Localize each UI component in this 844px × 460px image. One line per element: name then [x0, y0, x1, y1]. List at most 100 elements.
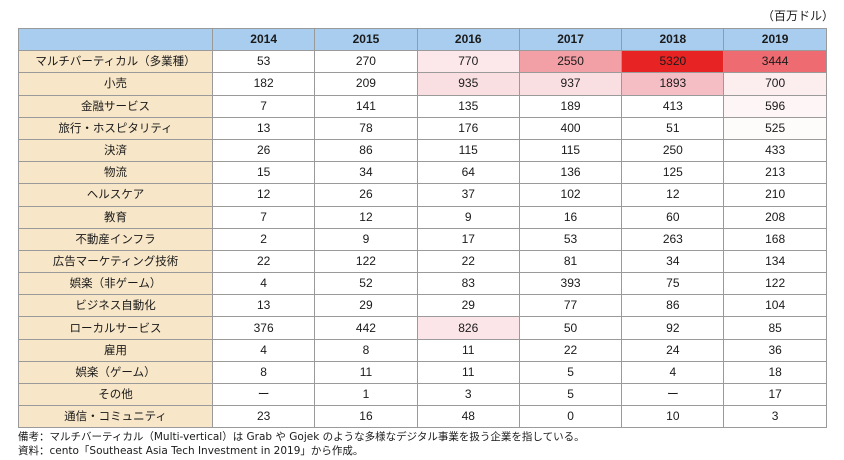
value-cell: 250: [621, 138, 725, 163]
value-cell: 168: [723, 227, 827, 251]
value-cell: 5320: [621, 50, 725, 74]
value-cell: 5: [518, 382, 623, 407]
value-cell: 29: [416, 294, 520, 318]
value-cell: 8: [211, 360, 316, 385]
category-cell: 旅行・ホスピタリティ: [18, 116, 213, 140]
table-row: 旅行・ホスピタリティ 13 78 176 400 51 525: [18, 116, 827, 140]
value-cell: 770: [416, 50, 520, 74]
year-header: 2015: [314, 27, 418, 52]
category-cell: 雇用: [18, 338, 213, 362]
table-row: 教育 7 12 9 16 60 208: [18, 205, 827, 229]
value-cell: 115: [518, 138, 623, 163]
value-cell: 122: [723, 272, 827, 296]
value-cell: 7: [211, 94, 316, 118]
value-cell: 11: [314, 360, 418, 385]
value-cell: 376: [211, 316, 316, 340]
value-cell: 393: [518, 272, 623, 296]
category-cell: 決済: [18, 138, 213, 163]
category-cell: 娯楽（ゲーム）: [18, 360, 213, 385]
value-cell: 64: [416, 161, 520, 185]
value-cell: 26: [211, 138, 316, 163]
value-cell: 136: [518, 161, 623, 185]
value-cell: 208: [723, 205, 827, 229]
value-cell: 16: [518, 205, 623, 229]
value-cell: 9: [314, 227, 418, 251]
value-cell: 8: [314, 338, 418, 362]
table-row: ビジネス自動化 13 29 29 77 86 104: [18, 294, 827, 318]
value-cell: 13: [211, 116, 316, 140]
value-cell: 5: [518, 360, 623, 385]
value-cell: 24: [621, 338, 725, 362]
value-cell: 135: [416, 94, 520, 118]
table-row: 通信・コミュニティ 23 16 48 0 10 3: [18, 405, 827, 429]
value-cell: 2: [211, 227, 316, 251]
value-cell: 77: [518, 294, 623, 318]
table-row: 広告マーケティング技術 22 122 22 81 34 134: [18, 249, 827, 274]
category-cell: ヘルスケア: [18, 183, 213, 207]
value-cell: 23: [211, 405, 316, 429]
value-cell: 141: [314, 94, 418, 118]
investment-heatmap-table: 2014 2015 2016 2017 2018 2019 マルチバーティカル（…: [18, 27, 827, 429]
value-cell: 22: [518, 338, 623, 362]
value-cell: 3444: [723, 50, 827, 74]
notes: 備考：マルチバーティカル（Multi-vertical）は Grab や Goj…: [18, 430, 585, 458]
value-cell: 433: [723, 138, 827, 163]
header-corner-cell: [18, 27, 213, 52]
value-cell: 83: [416, 272, 520, 296]
value-cell: 413: [621, 94, 725, 118]
value-cell: 4: [621, 360, 725, 385]
value-cell: 125: [621, 161, 725, 185]
value-cell: 3: [723, 405, 827, 429]
value-cell: 115: [416, 138, 520, 163]
table-row: 不動産インフラ 2 9 17 53 263 168: [18, 227, 827, 251]
value-cell: 60: [621, 205, 725, 229]
value-cell: 176: [416, 116, 520, 140]
value-cell: 26: [314, 183, 418, 207]
year-header: 2016: [416, 27, 520, 52]
value-cell: 9: [416, 205, 520, 229]
value-cell: 51: [621, 116, 725, 140]
value-cell: 17: [723, 382, 827, 407]
value-cell: 209: [314, 72, 418, 96]
value-cell: 13: [211, 294, 316, 318]
value-cell: 85: [723, 316, 827, 340]
category-cell: 不動産インフラ: [18, 227, 213, 251]
category-cell: 娯楽（非ゲーム）: [18, 272, 213, 296]
value-cell: 10: [621, 405, 725, 429]
value-cell: 102: [518, 183, 623, 207]
value-cell: 37: [416, 183, 520, 207]
value-cell: 826: [416, 316, 520, 340]
year-header: 2019: [723, 27, 827, 52]
table-row: 小売 182 209 935 937 1893 700: [18, 72, 827, 96]
category-cell: マルチバーティカル（多業種）: [18, 50, 213, 74]
value-cell: 81: [518, 249, 623, 274]
table-row: 雇用 4 8 11 22 24 36: [18, 338, 827, 362]
table-row: ローカルサービス 376 442 826 50 92 85: [18, 316, 827, 340]
category-cell: 広告マーケティング技術: [18, 249, 213, 274]
category-cell: 通信・コミュニティ: [18, 405, 213, 429]
table-row: マルチバーティカル（多業種） 53 270 770 2550 5320 3444: [18, 50, 827, 74]
value-cell: 12: [314, 205, 418, 229]
table-row: 娯楽（非ゲーム） 4 52 83 393 75 122: [18, 272, 827, 296]
value-cell: 22: [416, 249, 520, 274]
value-cell: 937: [518, 72, 623, 96]
value-cell: ー: [621, 382, 725, 407]
value-cell: 4: [211, 272, 316, 296]
value-cell: 11: [416, 338, 520, 362]
header-row: 2014 2015 2016 2017 2018 2019: [18, 27, 827, 52]
year-header: 2017: [518, 27, 623, 52]
value-cell: 92: [621, 316, 725, 340]
value-cell: 34: [314, 161, 418, 185]
value-cell: 442: [314, 316, 418, 340]
value-cell: 596: [723, 94, 827, 118]
category-cell: 教育: [18, 205, 213, 229]
value-cell: 86: [621, 294, 725, 318]
value-cell: 7: [211, 205, 316, 229]
value-cell: 22: [211, 249, 316, 274]
table-row: 物流 15 34 64 136 125 213: [18, 161, 827, 185]
value-cell: 34: [621, 249, 725, 274]
year-header: 2018: [621, 27, 725, 52]
value-cell: 3: [416, 382, 520, 407]
category-cell: 物流: [18, 161, 213, 185]
value-cell: ー: [211, 382, 316, 407]
